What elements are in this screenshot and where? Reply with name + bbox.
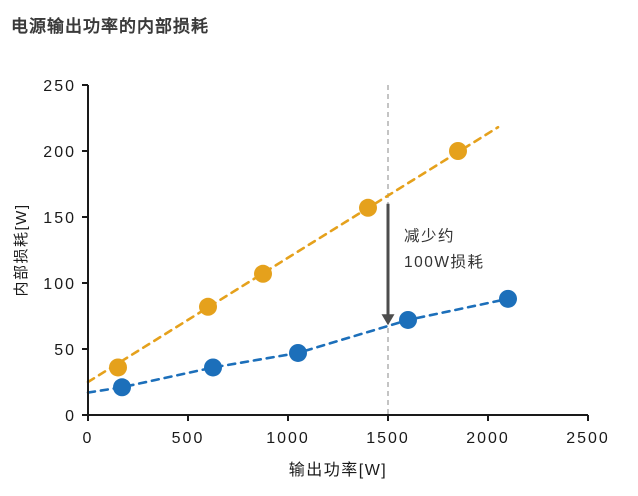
svg-text:50: 50 bbox=[54, 342, 76, 359]
svg-text:500: 500 bbox=[172, 430, 205, 447]
axes bbox=[87, 85, 588, 416]
x-axis-label: 输出功率[W] bbox=[289, 461, 388, 479]
annotation: 减少约 100W损耗 bbox=[381, 203, 485, 326]
orange-series bbox=[86, 125, 500, 384]
svg-text:100: 100 bbox=[43, 276, 76, 293]
y-axis-label: 内部损耗[W] bbox=[13, 204, 30, 297]
svg-text:0: 0 bbox=[83, 430, 94, 447]
line-chart: 0 500 1000 1500 2000 2500 0 50 100 150 200 250 输出功率[… bbox=[13, 78, 610, 480]
page-title: 电源输出功率的内部损耗 bbox=[11, 17, 209, 36]
blue-series bbox=[86, 289, 517, 397]
svg-text:200: 200 bbox=[43, 144, 76, 161]
svg-text:1000: 1000 bbox=[266, 430, 310, 447]
svg-text:250: 250 bbox=[43, 78, 76, 95]
svg-text:1500: 1500 bbox=[366, 430, 410, 447]
svg-text:150: 150 bbox=[43, 210, 76, 227]
axis-titles: 输出功率[W] 内部损耗[W] bbox=[13, 204, 388, 480]
svg-text:2500: 2500 bbox=[566, 430, 610, 447]
x-axis-ticks: 0 500 1000 1500 2000 2500 bbox=[83, 415, 610, 447]
annotation-text-line: 减少约 bbox=[404, 227, 455, 245]
svg-text:2000: 2000 bbox=[466, 430, 510, 447]
chart-region: 0 500 1000 1500 2000 2500 0 50 100 150 200 250 输出功率[… bbox=[0, 45, 638, 491]
y-axis-ticks: 0 50 100 150 200 250 bbox=[43, 78, 88, 425]
annotation-text-line: 100W损耗 bbox=[404, 253, 485, 271]
svg-text:0: 0 bbox=[65, 408, 76, 425]
